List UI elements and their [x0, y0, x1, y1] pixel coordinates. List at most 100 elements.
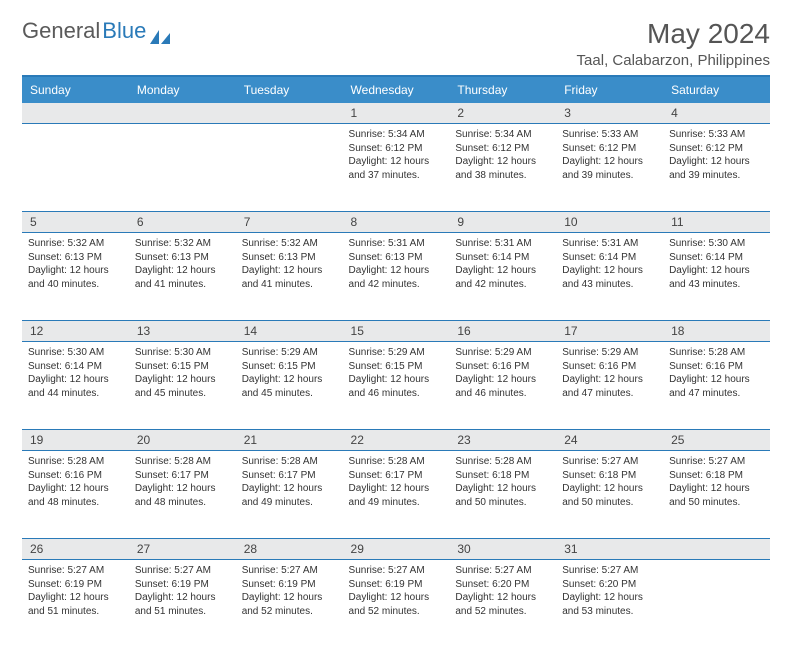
day-cell	[129, 124, 236, 212]
sunrise-line: Sunrise: 5:28 AM	[28, 455, 123, 469]
day-cell: Sunrise: 5:30 AMSunset: 6:15 PMDaylight:…	[129, 342, 236, 430]
calendar-table: SundayMondayTuesdayWednesdayThursdayFrid…	[22, 77, 770, 648]
day-number: 13	[129, 321, 236, 342]
day-cell: Sunrise: 5:28 AMSunset: 6:18 PMDaylight:…	[449, 451, 556, 539]
weekday-tuesday: Tuesday	[236, 77, 343, 103]
weekday-saturday: Saturday	[663, 77, 770, 103]
daylight-line: Daylight: 12 hours and 52 minutes.	[349, 591, 444, 618]
daylight-line: Daylight: 12 hours and 45 minutes.	[242, 373, 337, 400]
sunrise-line: Sunrise: 5:32 AM	[242, 237, 337, 251]
day-number: 22	[343, 430, 450, 451]
daylight-line: Daylight: 12 hours and 42 minutes.	[349, 264, 444, 291]
sunrise-line: Sunrise: 5:29 AM	[242, 346, 337, 360]
daylight-line: Daylight: 12 hours and 42 minutes.	[455, 264, 550, 291]
sunset-line: Sunset: 6:13 PM	[135, 251, 230, 265]
sunset-line: Sunset: 6:19 PM	[135, 578, 230, 592]
daylight-line: Daylight: 12 hours and 52 minutes.	[455, 591, 550, 618]
weekday-friday: Friday	[556, 77, 663, 103]
sunrise-line: Sunrise: 5:31 AM	[349, 237, 444, 251]
day-number: 8	[343, 212, 450, 233]
day-number: 31	[556, 539, 663, 560]
sunset-line: Sunset: 6:18 PM	[455, 469, 550, 483]
sunrise-line: Sunrise: 5:32 AM	[135, 237, 230, 251]
sunrise-line: Sunrise: 5:28 AM	[669, 346, 764, 360]
sunset-line: Sunset: 6:13 PM	[349, 251, 444, 265]
daynum-row: 262728293031	[22, 539, 770, 560]
day-number	[663, 539, 770, 560]
day-number: 23	[449, 430, 556, 451]
day-number: 12	[22, 321, 129, 342]
daynum-row: 12131415161718	[22, 321, 770, 342]
sunset-line: Sunset: 6:14 PM	[669, 251, 764, 265]
sunset-line: Sunset: 6:17 PM	[349, 469, 444, 483]
daylight-line: Daylight: 12 hours and 37 minutes.	[349, 155, 444, 182]
day-cell: Sunrise: 5:27 AMSunset: 6:19 PMDaylight:…	[236, 560, 343, 648]
day-number: 14	[236, 321, 343, 342]
day-cell: Sunrise: 5:30 AMSunset: 6:14 PMDaylight:…	[663, 233, 770, 321]
sunrise-line: Sunrise: 5:27 AM	[562, 564, 657, 578]
sunrise-line: Sunrise: 5:27 AM	[135, 564, 230, 578]
sunset-line: Sunset: 6:16 PM	[28, 469, 123, 483]
daylight-line: Daylight: 12 hours and 41 minutes.	[135, 264, 230, 291]
sunset-line: Sunset: 6:19 PM	[28, 578, 123, 592]
detail-row: Sunrise: 5:32 AMSunset: 6:13 PMDaylight:…	[22, 233, 770, 321]
sunset-line: Sunset: 6:14 PM	[455, 251, 550, 265]
weekday-thursday: Thursday	[449, 77, 556, 103]
sail-icon	[150, 24, 170, 38]
detail-row: Sunrise: 5:34 AMSunset: 6:12 PMDaylight:…	[22, 124, 770, 212]
sunrise-line: Sunrise: 5:32 AM	[28, 237, 123, 251]
day-number: 26	[22, 539, 129, 560]
day-cell: Sunrise: 5:33 AMSunset: 6:12 PMDaylight:…	[556, 124, 663, 212]
brand-part2: Blue	[102, 18, 146, 44]
sunset-line: Sunset: 6:20 PM	[455, 578, 550, 592]
day-cell: Sunrise: 5:31 AMSunset: 6:13 PMDaylight:…	[343, 233, 450, 321]
sunrise-line: Sunrise: 5:30 AM	[28, 346, 123, 360]
daylight-line: Daylight: 12 hours and 48 minutes.	[28, 482, 123, 509]
day-number: 9	[449, 212, 556, 233]
sunrise-line: Sunrise: 5:29 AM	[562, 346, 657, 360]
sunset-line: Sunset: 6:18 PM	[562, 469, 657, 483]
day-number: 17	[556, 321, 663, 342]
daylight-line: Daylight: 12 hours and 51 minutes.	[28, 591, 123, 618]
calendar-body: 1234Sunrise: 5:34 AMSunset: 6:12 PMDayli…	[22, 103, 770, 648]
daylight-line: Daylight: 12 hours and 49 minutes.	[349, 482, 444, 509]
day-cell: Sunrise: 5:27 AMSunset: 6:19 PMDaylight:…	[343, 560, 450, 648]
sunset-line: Sunset: 6:16 PM	[455, 360, 550, 374]
weekday-monday: Monday	[129, 77, 236, 103]
detail-row: Sunrise: 5:27 AMSunset: 6:19 PMDaylight:…	[22, 560, 770, 648]
day-number: 28	[236, 539, 343, 560]
sunset-line: Sunset: 6:12 PM	[455, 142, 550, 156]
day-cell: Sunrise: 5:27 AMSunset: 6:20 PMDaylight:…	[449, 560, 556, 648]
daylight-line: Daylight: 12 hours and 39 minutes.	[562, 155, 657, 182]
daylight-line: Daylight: 12 hours and 50 minutes.	[562, 482, 657, 509]
daylight-line: Daylight: 12 hours and 43 minutes.	[562, 264, 657, 291]
day-number: 4	[663, 103, 770, 124]
daylight-line: Daylight: 12 hours and 50 minutes.	[455, 482, 550, 509]
day-cell: Sunrise: 5:33 AMSunset: 6:12 PMDaylight:…	[663, 124, 770, 212]
sunrise-line: Sunrise: 5:33 AM	[562, 128, 657, 142]
day-number: 10	[556, 212, 663, 233]
brand-part1: General	[22, 18, 100, 44]
day-number: 27	[129, 539, 236, 560]
daylight-line: Daylight: 12 hours and 45 minutes.	[135, 373, 230, 400]
daylight-line: Daylight: 12 hours and 51 minutes.	[135, 591, 230, 618]
sunset-line: Sunset: 6:19 PM	[349, 578, 444, 592]
day-number: 15	[343, 321, 450, 342]
sunrise-line: Sunrise: 5:31 AM	[562, 237, 657, 251]
sunrise-line: Sunrise: 5:29 AM	[455, 346, 550, 360]
daylight-line: Daylight: 12 hours and 53 minutes.	[562, 591, 657, 618]
sunset-line: Sunset: 6:20 PM	[562, 578, 657, 592]
day-number: 6	[129, 212, 236, 233]
day-cell: Sunrise: 5:28 AMSunset: 6:16 PMDaylight:…	[22, 451, 129, 539]
daylight-line: Daylight: 12 hours and 46 minutes.	[349, 373, 444, 400]
sunrise-line: Sunrise: 5:30 AM	[135, 346, 230, 360]
day-number: 24	[556, 430, 663, 451]
sunrise-line: Sunrise: 5:28 AM	[242, 455, 337, 469]
calendar-head: SundayMondayTuesdayWednesdayThursdayFrid…	[22, 77, 770, 103]
day-cell: Sunrise: 5:27 AMSunset: 6:19 PMDaylight:…	[22, 560, 129, 648]
sunset-line: Sunset: 6:12 PM	[562, 142, 657, 156]
day-cell: Sunrise: 5:29 AMSunset: 6:16 PMDaylight:…	[449, 342, 556, 430]
detail-row: Sunrise: 5:30 AMSunset: 6:14 PMDaylight:…	[22, 342, 770, 430]
day-number	[129, 103, 236, 124]
sunset-line: Sunset: 6:18 PM	[669, 469, 764, 483]
